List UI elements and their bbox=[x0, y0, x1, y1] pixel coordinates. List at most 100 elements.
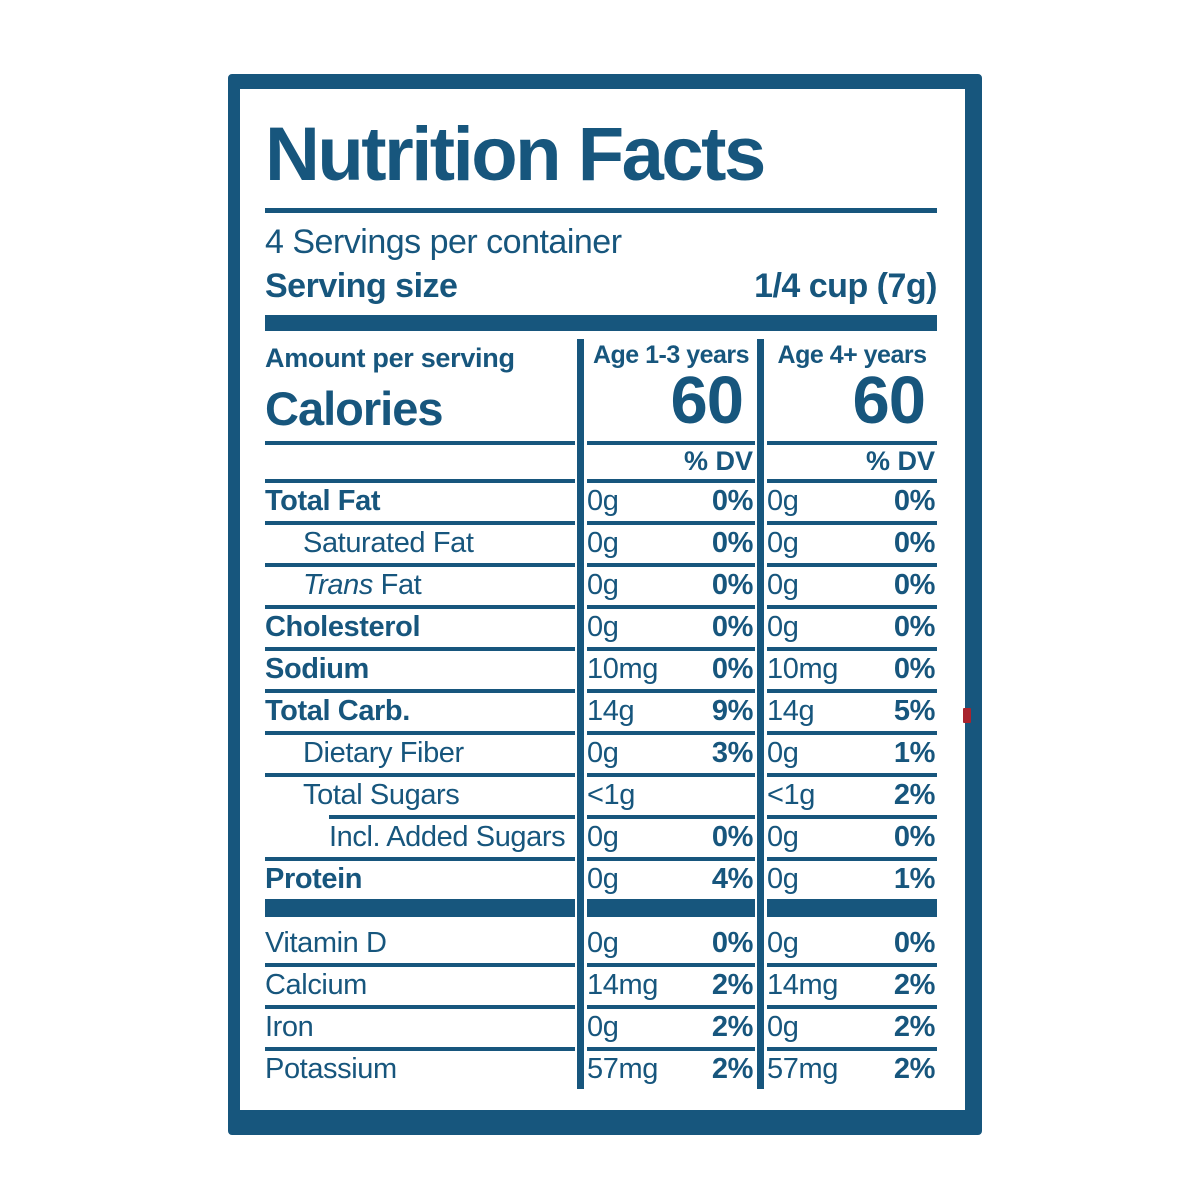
nutrient-row-added-sugars: Incl. Added Sugars 0g 0% 0g 0% bbox=[265, 819, 937, 857]
daily-value: 0% bbox=[711, 653, 754, 686]
separator-segment bbox=[587, 1004, 755, 1009]
nutrient-row-total-sugars: Total Sugars <1g <1g 2% bbox=[265, 777, 937, 815]
amount: <1g bbox=[587, 779, 635, 812]
amount: 0g bbox=[587, 1011, 619, 1044]
nutrient-row-protein: Protein 0g 4% 0g 1% bbox=[265, 861, 937, 899]
separator-line bbox=[265, 646, 937, 651]
amount: 0g bbox=[587, 569, 619, 602]
separator-segment bbox=[587, 730, 755, 735]
daily-value: 2% bbox=[893, 1053, 936, 1086]
nutrient-values-age-4plus: 57mg 2% bbox=[767, 1053, 937, 1086]
calories-row: Amount per serving Calories Age 1-3 year… bbox=[265, 339, 937, 441]
nutrient-row-trans-fat: Trans Fat 0g 0% 0g 0% bbox=[265, 567, 937, 605]
separator-segment bbox=[329, 814, 575, 819]
daily-value: 0% bbox=[711, 569, 754, 602]
calories-label-cell: Amount per serving Calories bbox=[265, 339, 575, 441]
amount: 57mg bbox=[767, 1053, 838, 1086]
separator-line-indented bbox=[265, 814, 937, 819]
nutrient-values-age-1-3: 0g 4% bbox=[587, 863, 755, 896]
daily-value: 2% bbox=[711, 1053, 754, 1086]
daily-value: 0% bbox=[711, 611, 754, 644]
separator-segment bbox=[265, 856, 575, 861]
separator-line bbox=[265, 562, 937, 567]
amount: 0g bbox=[587, 485, 619, 518]
separator-segment bbox=[265, 1004, 575, 1009]
calories-value-age-4plus: 60 bbox=[852, 362, 926, 438]
serving-size-label: Serving size bbox=[265, 266, 458, 305]
nutrient-row-potassium: Potassium 57mg 2% 57mg 2% bbox=[265, 1051, 937, 1089]
calories-label: Calories bbox=[265, 381, 443, 435]
bar-segment bbox=[265, 898, 575, 917]
trans-italic: Trans bbox=[303, 569, 373, 602]
separator-segment bbox=[767, 604, 937, 609]
nutrient-values-age-4plus: 0g 0% bbox=[767, 485, 937, 518]
nutrient-name: Total Carb. bbox=[265, 695, 410, 728]
bar-segment bbox=[587, 898, 755, 917]
separator-segment bbox=[265, 688, 575, 693]
nutrient-values-age-4plus: 0g 1% bbox=[767, 737, 937, 770]
nutrition-label: Nutrition Facts 4 Servings per container… bbox=[228, 74, 982, 1135]
nutrient-name: Total Fat bbox=[265, 485, 381, 518]
separator-segment bbox=[767, 440, 937, 445]
title-divider bbox=[265, 208, 937, 213]
calories-value-age-1-3: 60 bbox=[670, 362, 744, 438]
daily-value: 5% bbox=[893, 695, 936, 728]
separator-segment bbox=[587, 856, 755, 861]
daily-value: 4% bbox=[711, 863, 754, 896]
nutrient-row-saturated-fat: Saturated Fat 0g 0% 0g 0% bbox=[265, 525, 937, 563]
nutrient-values-age-1-3: 0g 0% bbox=[587, 611, 755, 644]
daily-value: 0% bbox=[893, 569, 936, 602]
bar-segment bbox=[767, 898, 937, 917]
separator-segment bbox=[767, 1004, 937, 1009]
amount: 0g bbox=[587, 527, 619, 560]
nutrient-values-age-1-3: 0g 0% bbox=[587, 821, 755, 854]
amount: 10mg bbox=[767, 653, 838, 686]
separator-segment bbox=[587, 520, 755, 525]
separator-segment bbox=[767, 646, 937, 651]
nutrient-values-age-4plus: 0g 0% bbox=[767, 569, 937, 602]
separator-segment bbox=[265, 520, 575, 525]
dv-header-age-4plus: % DV bbox=[865, 446, 935, 477]
separator-line bbox=[265, 1004, 937, 1009]
daily-value: 2% bbox=[711, 969, 754, 1002]
separator-segment bbox=[587, 604, 755, 609]
separator-segment bbox=[767, 772, 937, 777]
nutrient-name: Calcium bbox=[265, 969, 367, 1002]
nutrient-values-age-4plus: 0g 0% bbox=[767, 527, 937, 560]
amount: 57mg bbox=[587, 1053, 658, 1086]
column-divider-right bbox=[757, 338, 764, 1089]
nutrient-row-sodium: Sodium 10mg 0% 10mg 0% bbox=[265, 651, 937, 689]
nutrient-values-age-4plus: 0g 0% bbox=[767, 927, 937, 960]
section-bar-top bbox=[265, 314, 937, 331]
nutrient-values-age-4plus: 0g 0% bbox=[767, 821, 937, 854]
nutrient-values-age-4plus: 0g 1% bbox=[767, 863, 937, 896]
age-4plus-column-header: Age 4+ years 60 bbox=[767, 339, 937, 441]
amount: 0g bbox=[767, 927, 799, 960]
separator-segment bbox=[767, 856, 937, 861]
separator-segment bbox=[587, 962, 755, 967]
daily-value: 0% bbox=[893, 927, 936, 960]
separator-segment bbox=[587, 440, 755, 445]
amount: 0g bbox=[767, 737, 799, 770]
age-4plus-header: Age 4+ years bbox=[777, 340, 927, 369]
nutrient-row-vitamin-d: Vitamin D 0g 0% 0g 0% bbox=[265, 925, 937, 963]
separator-segment bbox=[265, 604, 575, 609]
separator-line bbox=[265, 1046, 937, 1051]
amount-per-serving-label: Amount per serving bbox=[265, 342, 515, 373]
nutrient-row-cholesterol: Cholesterol 0g 0% 0g 0% bbox=[265, 609, 937, 647]
amount: 14mg bbox=[587, 969, 658, 1002]
amount: 10mg bbox=[587, 653, 658, 686]
separator-segment bbox=[767, 562, 937, 567]
nutrient-values-age-4plus: 10mg 0% bbox=[767, 653, 937, 686]
separator-segment bbox=[265, 962, 575, 967]
nutrient-values-age-1-3: 0g 2% bbox=[587, 1011, 755, 1044]
amount: 0g bbox=[587, 821, 619, 854]
nutrient-values-age-4plus: 14g 5% bbox=[767, 695, 937, 728]
amount: 0g bbox=[767, 611, 799, 644]
daily-value: 2% bbox=[893, 779, 936, 812]
age-1-3-header: Age 1-3 years bbox=[592, 340, 750, 369]
amount: 14g bbox=[767, 695, 815, 728]
daily-value: 2% bbox=[893, 969, 936, 1002]
separator-line bbox=[265, 856, 937, 861]
